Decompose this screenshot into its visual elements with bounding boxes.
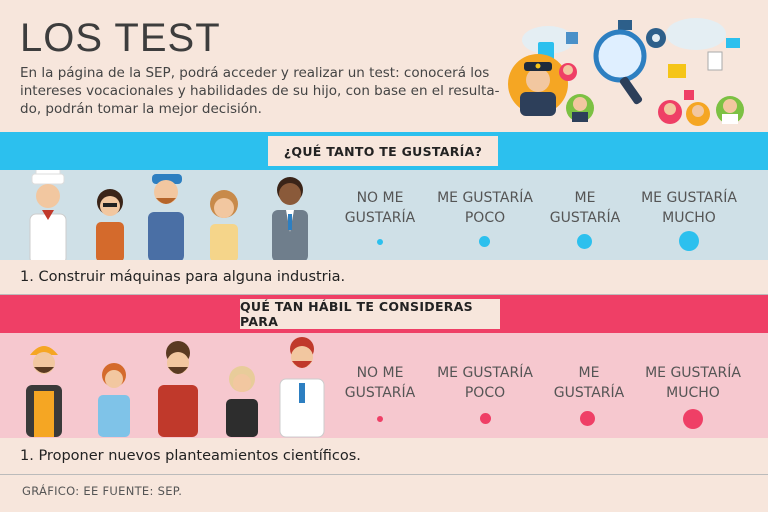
blonde-woman-icon bbox=[226, 366, 258, 437]
option-label: MUCHO bbox=[662, 210, 716, 226]
professions-collage bbox=[508, 18, 744, 126]
section1-option-2: ME GUSTARÍA POCO bbox=[430, 188, 540, 228]
section1-panel: NO ME GUSTARÍA ME GUSTARÍA POCO ME GUSTA… bbox=[0, 170, 768, 260]
scientist-icon bbox=[279, 337, 325, 438]
rating-dot-4[interactable] bbox=[683, 409, 703, 429]
rating-dot-4[interactable] bbox=[679, 231, 699, 251]
option-label: GUSTARÍA bbox=[549, 210, 621, 226]
rating-dot-1[interactable] bbox=[377, 239, 383, 245]
cloud-icon bbox=[522, 18, 726, 54]
credit-text: GRÁFICO: EE FUENTE: SEP. bbox=[22, 484, 183, 498]
section2-option-2: ME GUSTARÍA POCO bbox=[430, 363, 540, 403]
rating-dot-1[interactable] bbox=[377, 416, 383, 422]
option-label: POCO bbox=[464, 210, 506, 226]
intro-text: En la página de la SEP, podrá acceder y … bbox=[20, 65, 500, 117]
option-label: ME bbox=[574, 190, 596, 206]
section2-question: 1. Proponer nuevos planteamientos cientí… bbox=[20, 448, 361, 464]
option-label: POCO bbox=[464, 385, 506, 401]
woman-glasses-icon bbox=[96, 189, 124, 260]
option-label: ME bbox=[578, 365, 600, 381]
option-label: ME GUSTARÍA bbox=[645, 365, 741, 381]
section2-panel: NO ME GUSTARÍA ME GUSTARÍA POCO ME GUSTA… bbox=[0, 333, 768, 438]
divider bbox=[0, 474, 768, 475]
option-label: GUSTARÍA bbox=[344, 385, 416, 401]
section2-option-4: ME GUSTARÍA MUCHO bbox=[638, 363, 748, 403]
gear-icon bbox=[646, 28, 666, 48]
section2-option-1: NO ME GUSTARÍA bbox=[325, 363, 435, 403]
option-label: NO ME bbox=[356, 365, 404, 381]
section2-people bbox=[26, 337, 325, 438]
divider bbox=[0, 294, 768, 295]
section2-heading: QUÉ TAN HÁBIL TE CONSIDERAS PARA bbox=[240, 299, 500, 329]
nurse-icon bbox=[98, 363, 130, 437]
rating-dot-2[interactable] bbox=[480, 413, 491, 424]
page-title: LOS TEST bbox=[20, 16, 221, 60]
option-label: ME GUSTARÍA bbox=[437, 365, 533, 381]
section2-option-3: ME GUSTARÍA bbox=[534, 363, 644, 403]
section1-question: 1. Construir máquinas para alguna indust… bbox=[20, 269, 346, 285]
plaid-man-icon bbox=[158, 341, 198, 437]
option-label: ME GUSTARÍA bbox=[437, 190, 533, 206]
section1-option-3: ME GUSTARÍA bbox=[530, 188, 640, 228]
section1-band: ¿QUÉ TANTO TE GUSTARÍA? bbox=[0, 132, 768, 170]
option-label: ME GUSTARÍA bbox=[641, 190, 737, 206]
construction-worker-icon bbox=[26, 346, 62, 437]
section1-heading: ¿QUÉ TANTO TE GUSTARÍA? bbox=[268, 136, 498, 166]
magnifier-icon bbox=[593, 29, 647, 105]
rating-dot-3[interactable] bbox=[577, 234, 592, 249]
police-icon bbox=[508, 54, 568, 116]
worker-icon bbox=[559, 63, 744, 126]
section1-option-4: ME GUSTARÍA MUCHO bbox=[634, 188, 744, 228]
section1-people bbox=[29, 170, 308, 260]
woman-blonde-icon bbox=[210, 190, 238, 260]
rating-dot-3[interactable] bbox=[580, 411, 595, 426]
section1-option-1: NO ME GUSTARÍA bbox=[325, 188, 435, 228]
option-label: NO ME bbox=[356, 190, 404, 206]
option-label: MUCHO bbox=[666, 385, 720, 401]
businessman-icon bbox=[272, 177, 308, 260]
worker-cap-icon bbox=[148, 174, 184, 260]
chef-icon bbox=[29, 170, 67, 260]
option-label: GUSTARÍA bbox=[344, 210, 416, 226]
section2-band: QUÉ TAN HÁBIL TE CONSIDERAS PARA bbox=[0, 295, 768, 333]
rating-dot-2[interactable] bbox=[479, 236, 490, 247]
option-label: GUSTARÍA bbox=[553, 385, 625, 401]
